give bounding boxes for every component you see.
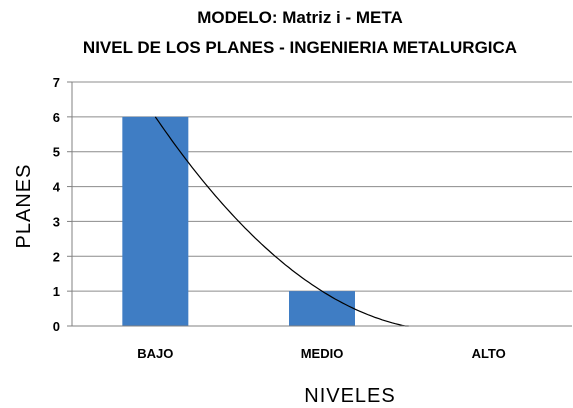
y-tick-label: 3	[53, 214, 60, 229]
y-axis-ticks: 0 1 2 3 4 5 6 7	[53, 75, 72, 334]
y-tick-label: 4	[53, 180, 61, 195]
y-tick-label: 0	[53, 319, 60, 334]
y-tick-label: 7	[53, 75, 60, 90]
chart-title: MODELO: Matriz i - META	[197, 8, 403, 27]
y-tick-label: 6	[53, 110, 60, 125]
y-tick-label: 2	[53, 249, 60, 264]
x-tick-label-alto: ALTO	[472, 346, 506, 361]
bars	[122, 116, 355, 326]
x-tick-label-medio: MEDIO	[301, 346, 344, 361]
trendline-curve	[154, 116, 409, 327]
y-tick-label: 1	[53, 284, 60, 299]
x-axis-categories: BAJO MEDIO ALTO	[137, 346, 505, 361]
chart-subtitle: NIVEL DE LOS PLANES - INGENIERIA METALUR…	[83, 38, 517, 57]
trendline	[154, 116, 409, 327]
y-tick-label: 5	[53, 145, 60, 160]
bar-bajo	[122, 116, 189, 326]
x-tick-label-bajo: BAJO	[137, 346, 173, 361]
bar-medio	[289, 291, 355, 326]
x-axis-title: NIVELES	[304, 385, 395, 407]
axes	[71, 82, 572, 327]
y-axis-title: PLANES	[13, 164, 35, 249]
